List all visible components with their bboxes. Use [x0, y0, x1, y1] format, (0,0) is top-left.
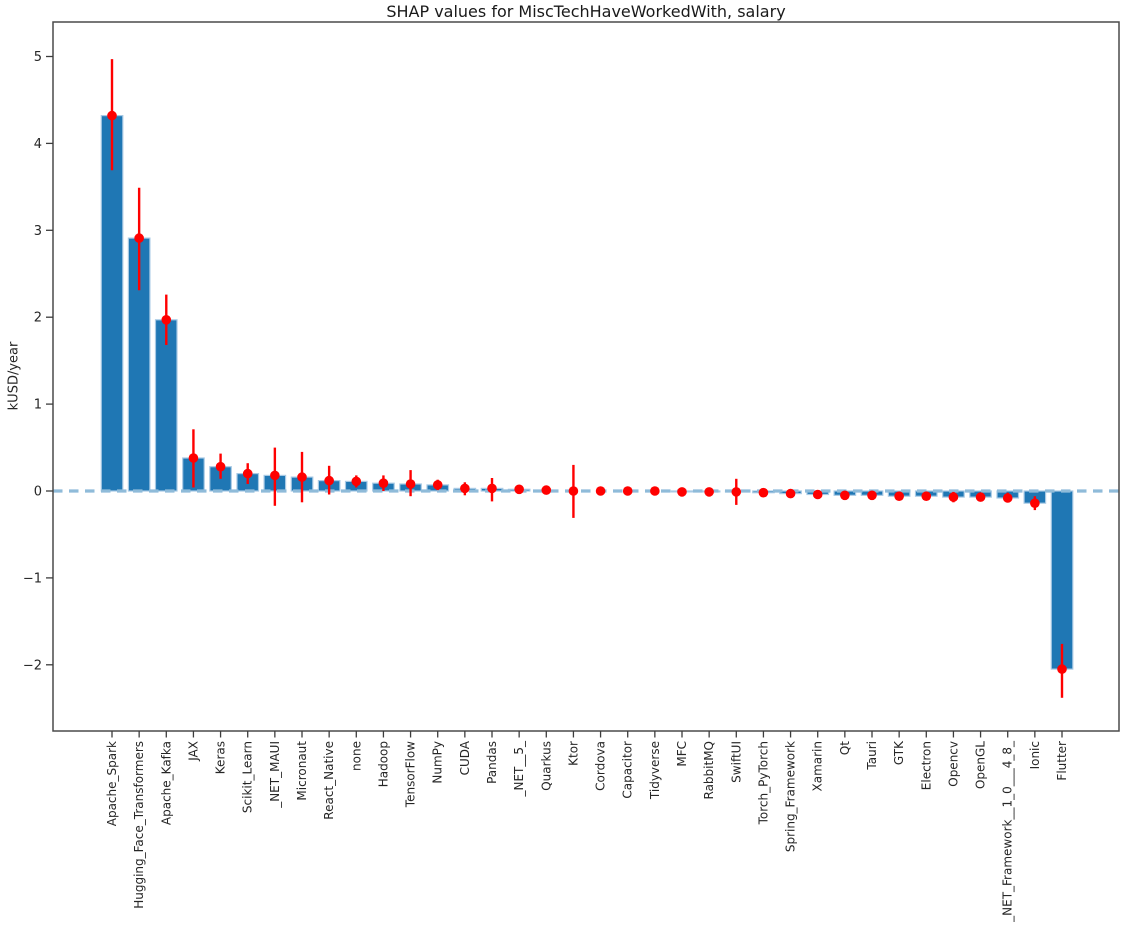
x-tick-label: Spring_Framework — [784, 741, 798, 852]
mean-dot — [867, 490, 877, 501]
y-tick-label: 4 — [34, 137, 42, 152]
x-tick-label: Ktor — [566, 741, 580, 766]
x-tick-label: MFC — [675, 741, 689, 767]
mean-dot — [351, 476, 362, 487]
x-tick-label: Pandas — [485, 741, 499, 784]
mean-dot — [948, 492, 959, 502]
x-tick-label: Hadoop — [376, 741, 390, 787]
bar — [154, 319, 178, 492]
mean-dot — [487, 483, 497, 494]
x-tick-label: _NET_Framework__1_0___4_8_ — [1001, 740, 1015, 923]
mean-dot — [704, 487, 714, 497]
bar — [1050, 490, 1074, 670]
mean-dot — [541, 485, 552, 495]
y-tick-label: 3 — [34, 224, 42, 239]
mean-dot — [242, 468, 253, 479]
x-tick-label: Cordova — [594, 741, 608, 791]
mean-dot — [758, 487, 769, 498]
plot-spines — [52, 21, 1120, 732]
bar — [100, 114, 124, 492]
mean-dot — [188, 453, 199, 463]
x-tick-label: Torch_PyTorch — [756, 741, 770, 825]
x-tick-label: TensorFlow — [404, 741, 418, 808]
mean-dot — [812, 489, 823, 500]
x-tick-label: Capacitor — [621, 741, 635, 799]
x-tick-label: RabbitMQ — [702, 741, 716, 800]
mean-dot — [107, 110, 117, 121]
mean-dot — [270, 470, 280, 481]
mean-dot — [378, 478, 389, 489]
y-tick-label: −2 — [23, 658, 42, 673]
mean-dot — [622, 486, 633, 496]
x-tick-label: _NET__5_ — [512, 740, 526, 798]
x-tick-label: _NET_MAUI — [268, 741, 282, 809]
x-tick-label: Hugging_Face_Transformers — [132, 741, 146, 909]
x-tick-label: Apache_Kafka — [159, 741, 173, 825]
chart-title: SHAP values for MiscTechHaveWorkedWith, … — [386, 2, 786, 21]
y-tick-label: 2 — [34, 311, 42, 326]
mean-dot — [921, 491, 932, 502]
mean-dot — [405, 479, 416, 489]
x-tick-label: Apache_Spark — [105, 741, 119, 826]
x-tick-label: Scikit_Learn — [241, 741, 255, 813]
x-tick-label: GTK — [892, 740, 906, 765]
mean-dot — [677, 487, 687, 497]
mean-dot — [161, 315, 172, 325]
mean-dot — [134, 233, 144, 243]
x-tick-label: CUDA — [458, 740, 472, 775]
mean-dot — [840, 490, 850, 501]
x-tick-label: Electron — [919, 741, 933, 790]
mean-dot — [650, 486, 660, 496]
mean-dot — [215, 461, 226, 472]
x-tick-label: Tidyverse — [648, 741, 662, 800]
x-tick-label: Tauri — [865, 741, 879, 771]
mean-dot — [785, 488, 796, 499]
x-tick-label: Qt — [838, 741, 852, 755]
mean-dot — [731, 487, 742, 497]
mean-dot — [975, 492, 986, 502]
mean-dot — [514, 484, 524, 495]
x-tick-label: NumPy — [431, 741, 445, 784]
mean-dot — [568, 486, 579, 496]
x-tick-label: Micronaut — [295, 741, 309, 801]
x-tick-label: Xamarin — [811, 741, 825, 792]
x-tick-label: SwiftUI — [729, 741, 743, 783]
y-tick-label: −1 — [23, 571, 42, 586]
mean-dot — [1057, 664, 1067, 674]
x-tick-label: Keras — [214, 741, 228, 774]
y-axis-label: kUSD/year — [6, 341, 22, 411]
mean-dot — [297, 472, 307, 482]
y-tick-label: 0 — [34, 485, 42, 500]
x-tick-label: Flutter — [1055, 741, 1069, 781]
x-tick-label: OpenGL — [974, 741, 988, 789]
x-tick-label: Opencv — [946, 741, 960, 787]
x-tick-label: React_Native — [322, 741, 336, 820]
x-tick-label: Quarkus — [539, 741, 553, 791]
mean-dot — [1002, 493, 1013, 503]
x-tick-label: JAX — [186, 741, 200, 762]
mean-dot — [1030, 498, 1040, 509]
mean-dot — [324, 475, 334, 486]
x-tick-label: Ionic — [1028, 741, 1042, 769]
mean-dot — [432, 480, 443, 490]
mean-dot — [595, 486, 606, 496]
y-tick-label: 1 — [34, 398, 42, 413]
x-tick-label: none — [349, 741, 363, 771]
mean-dot — [894, 491, 904, 502]
y-tick-label: 5 — [34, 50, 42, 65]
mean-dot — [460, 483, 470, 494]
